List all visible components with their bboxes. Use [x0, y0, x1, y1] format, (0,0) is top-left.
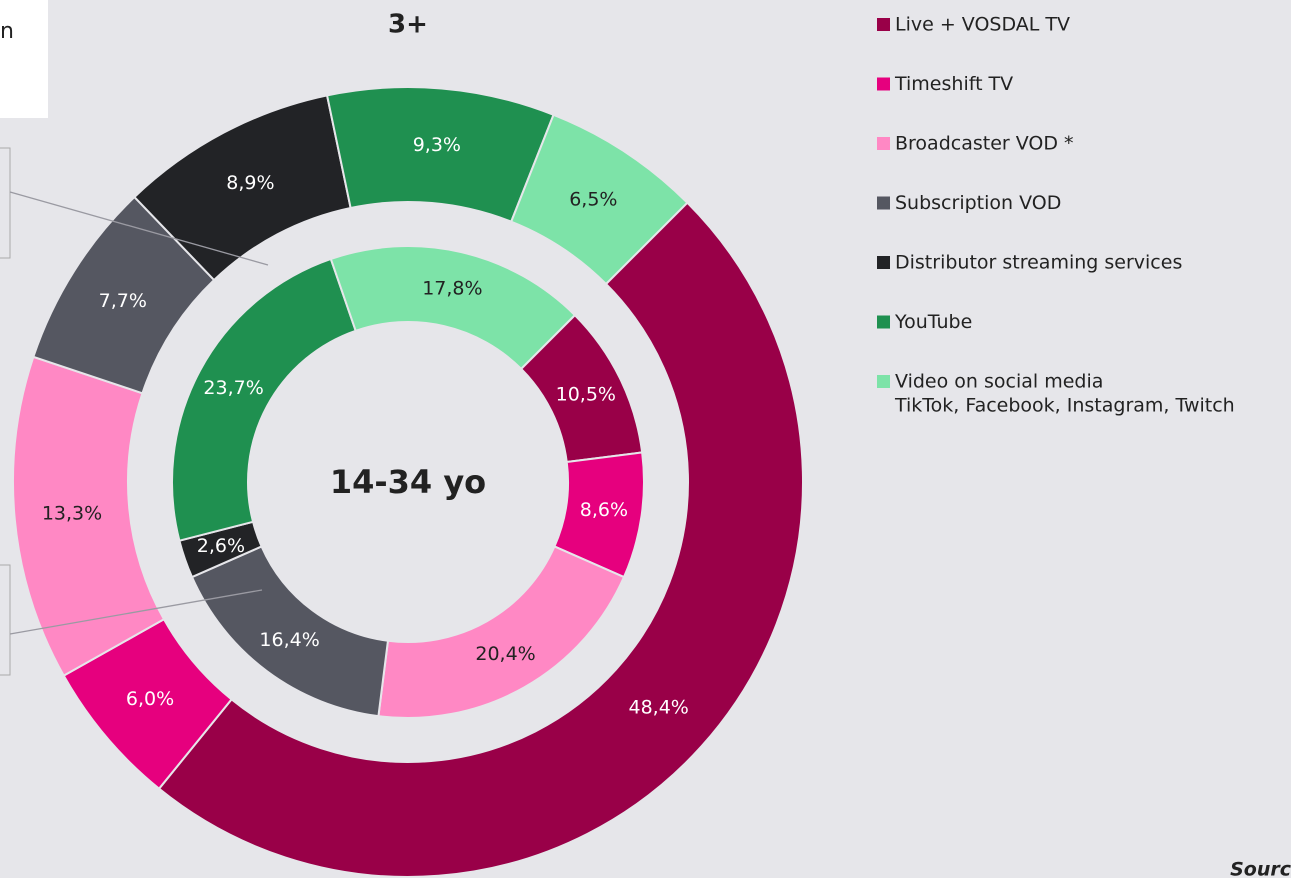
callout-line — [9, 191, 269, 266]
corner-text: n — [0, 19, 14, 44]
data-label: 20,4% — [475, 643, 535, 665]
legend-label: Live + VOSDAL TV — [895, 14, 1070, 36]
callout-box — [0, 564, 11, 676]
legend-swatch — [877, 315, 890, 329]
data-label: 10,5% — [556, 383, 616, 405]
legend-swatch — [877, 137, 890, 150]
source: Sourc — [1230, 859, 1291, 878]
callout-line — [9, 589, 263, 635]
data-label: 16,4% — [259, 629, 319, 651]
legend-label: Subscription VOD — [895, 192, 1061, 214]
data-label: 6,5% — [569, 188, 617, 210]
legend-label: Timeshift TV — [894, 73, 1013, 95]
legend-swatch — [877, 18, 890, 31]
data-label: 6,0% — [126, 688, 174, 710]
data-label: 23,7% — [203, 377, 263, 399]
legend-swatch — [877, 196, 890, 210]
callout-box — [0, 147, 11, 259]
legend-label: Video on social media — [895, 371, 1103, 393]
legend-swatch — [877, 256, 890, 269]
outer-ring-title: 3+ — [388, 10, 428, 40]
ring-segment — [509, 113, 689, 286]
data-label: 8,6% — [580, 499, 628, 521]
ring-segment — [377, 545, 626, 719]
data-label: 48,4% — [629, 696, 689, 718]
legend-swatch — [877, 77, 890, 91]
legend-label: Broadcaster VOD * — [895, 133, 1074, 155]
legend-swatch — [877, 375, 890, 388]
ring-segment — [171, 257, 357, 542]
data-label: 7,7% — [99, 290, 147, 312]
ring-segment — [329, 245, 577, 371]
side-panel — [0, 0, 48, 118]
data-label: 17,8% — [422, 278, 482, 300]
data-label: 8,9% — [226, 172, 274, 194]
data-label: 2,6% — [197, 535, 245, 557]
legend-label: YouTube — [894, 311, 972, 333]
data-label: 9,3% — [413, 134, 461, 156]
legend-subtitle: TikTok, Facebook, Instagram, Twitch — [894, 395, 1235, 417]
ring-segment — [157, 201, 804, 878]
legend-label: Distributor streaming services — [895, 252, 1182, 274]
inner-ring-title: 14-34 yo — [330, 463, 486, 501]
data-label: 13,3% — [42, 502, 102, 524]
